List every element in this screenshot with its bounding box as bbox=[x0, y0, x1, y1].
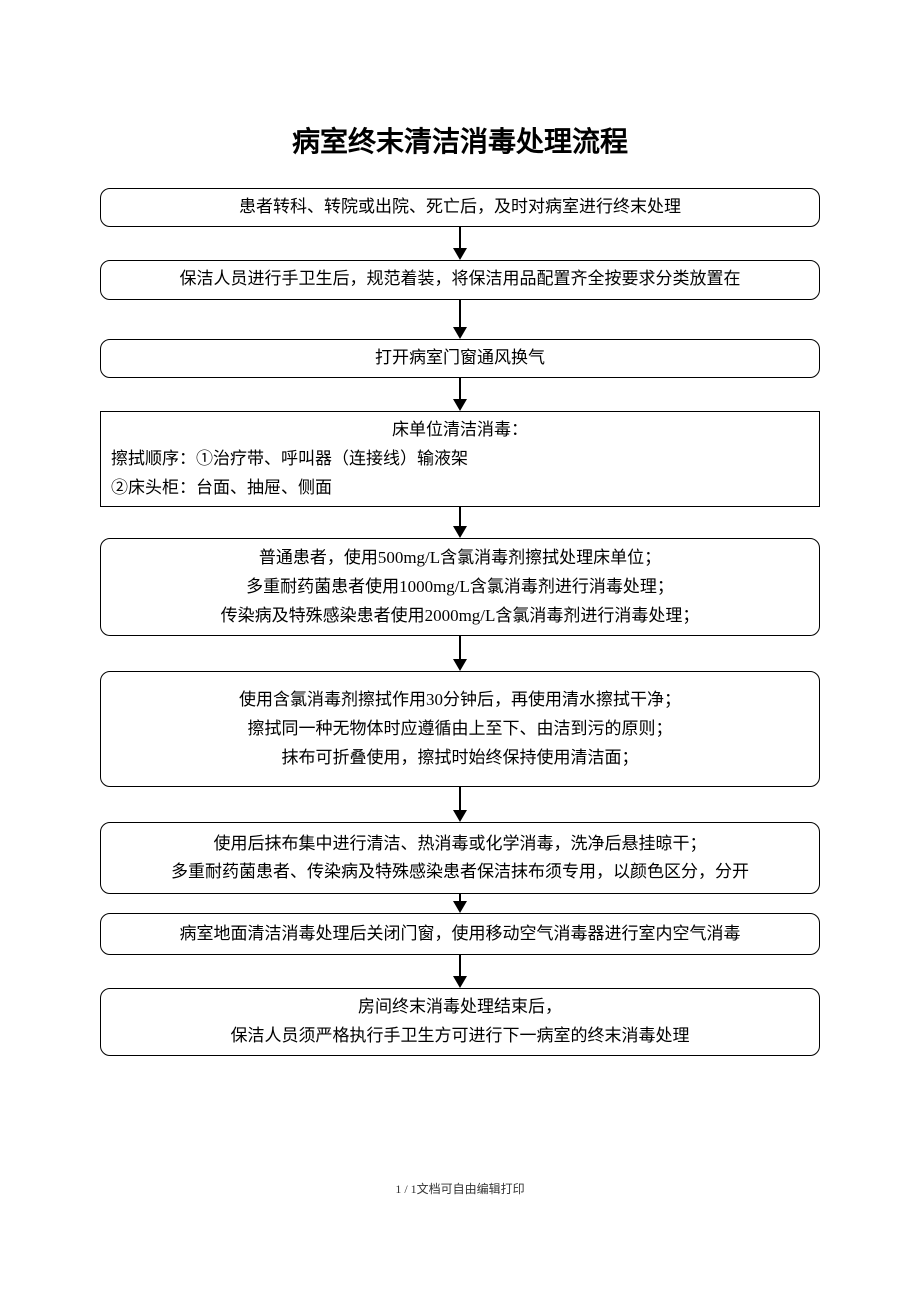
arrow-head-icon bbox=[453, 248, 467, 260]
flow-node-text: 病室地面清洁消毒处理后关闭门窗，使用移动空气消毒器进行室内空气消毒 bbox=[111, 920, 809, 949]
flow-node-n1: 患者转科、转院或出院、死亡后，及时对病室进行终末处理 bbox=[100, 188, 820, 227]
flow-node-text: 使用后抹布集中进行清洁、热消毒或化学消毒，洗净后悬挂晾干； bbox=[111, 830, 809, 859]
arrow-head-icon bbox=[453, 526, 467, 538]
flow-arrow bbox=[453, 300, 467, 339]
arrow-head-icon bbox=[453, 810, 467, 822]
arrow-head-icon bbox=[453, 976, 467, 988]
flowchart-container: 患者转科、转院或出院、死亡后，及时对病室进行终末处理保洁人员进行手卫生后，规范着… bbox=[100, 188, 820, 1056]
arrow-stem bbox=[459, 227, 461, 249]
arrow-head-icon bbox=[453, 399, 467, 411]
flow-node-n4: 床单位清洁消毒：擦拭顺序：①治疗带、呼叫器（连接线）输液架②床头柜：台面、抽屉、… bbox=[100, 411, 820, 508]
flow-arrow bbox=[453, 227, 467, 260]
flow-node-text: 擦拭同一种无物体时应遵循由上至下、由洁到污的原则； bbox=[111, 715, 809, 744]
arrow-stem bbox=[459, 636, 461, 660]
flow-node-text: 抹布可折叠使用，擦拭时始终保持使用清洁面； bbox=[111, 744, 809, 773]
arrow-stem bbox=[459, 955, 461, 977]
flow-node-text: 保洁人员进行手卫生后，规范着装，将保洁用品配置齐全按要求分类放置在 bbox=[111, 265, 809, 294]
flow-arrow bbox=[453, 955, 467, 988]
flow-arrow bbox=[453, 787, 467, 822]
flow-node-text: 打开病室门窗通风换气 bbox=[111, 344, 809, 373]
flow-node-text: 普通患者，使用500mg/L含氯消毒剂擦拭处理床单位； bbox=[111, 544, 809, 573]
arrow-stem bbox=[459, 378, 461, 400]
flow-arrow bbox=[453, 894, 467, 913]
page-footer: 1 / 1文档可自由编辑打印 bbox=[0, 1180, 920, 1197]
arrow-stem bbox=[459, 300, 461, 328]
flow-node-text: ②床头柜：台面、抽屉、侧面 bbox=[111, 474, 809, 503]
flow-node-text: 多重耐药菌患者、传染病及特殊感染患者保洁抹布须专用，以颜色区分，分开 bbox=[111, 858, 809, 887]
flow-node-text: 使用含氯消毒剂擦拭作用30分钟后，再使用清水擦拭干净； bbox=[111, 686, 809, 715]
flow-node-text: 床单位清洁消毒： bbox=[111, 416, 809, 445]
arrow-head-icon bbox=[453, 659, 467, 671]
flow-node-n5: 普通患者，使用500mg/L含氯消毒剂擦拭处理床单位；多重耐药菌患者使用1000… bbox=[100, 538, 820, 636]
flow-arrow bbox=[453, 378, 467, 411]
flow-node-text: 房间终末消毒处理结束后， bbox=[111, 993, 809, 1022]
page-title: 病室终末清洁消毒处理流程 bbox=[0, 120, 920, 160]
flow-node-n2: 保洁人员进行手卫生后，规范着装，将保洁用品配置齐全按要求分类放置在 bbox=[100, 260, 820, 300]
arrow-head-icon bbox=[453, 901, 467, 913]
flow-node-n7: 使用后抹布集中进行清洁、热消毒或化学消毒，洗净后悬挂晾干；多重耐药菌患者、传染病… bbox=[100, 822, 820, 894]
flow-arrow bbox=[453, 507, 467, 538]
flow-node-n8: 病室地面清洁消毒处理后关闭门窗，使用移动空气消毒器进行室内空气消毒 bbox=[100, 913, 820, 955]
arrow-stem bbox=[459, 787, 461, 811]
arrow-stem bbox=[459, 507, 461, 527]
flow-node-n6: 使用含氯消毒剂擦拭作用30分钟后，再使用清水擦拭干净；擦拭同一种无物体时应遵循由… bbox=[100, 671, 820, 787]
flow-node-n9: 房间终末消毒处理结束后，保洁人员须严格执行手卫生方可进行下一病室的终末消毒处理 bbox=[100, 988, 820, 1056]
flow-node-n3: 打开病室门窗通风换气 bbox=[100, 339, 820, 378]
flow-node-text: 擦拭顺序：①治疗带、呼叫器（连接线）输液架 bbox=[111, 445, 809, 474]
flow-node-text: 传染病及特殊感染患者使用2000mg/L含氯消毒剂进行消毒处理； bbox=[111, 602, 809, 631]
arrow-head-icon bbox=[453, 327, 467, 339]
flow-arrow bbox=[453, 636, 467, 671]
flow-node-text: 保洁人员须严格执行手卫生方可进行下一病室的终末消毒处理 bbox=[111, 1022, 809, 1051]
flow-node-text: 多重耐药菌患者使用1000mg/L含氯消毒剂进行消毒处理； bbox=[111, 573, 809, 602]
flow-node-text: 患者转科、转院或出院、死亡后，及时对病室进行终末处理 bbox=[111, 193, 809, 222]
